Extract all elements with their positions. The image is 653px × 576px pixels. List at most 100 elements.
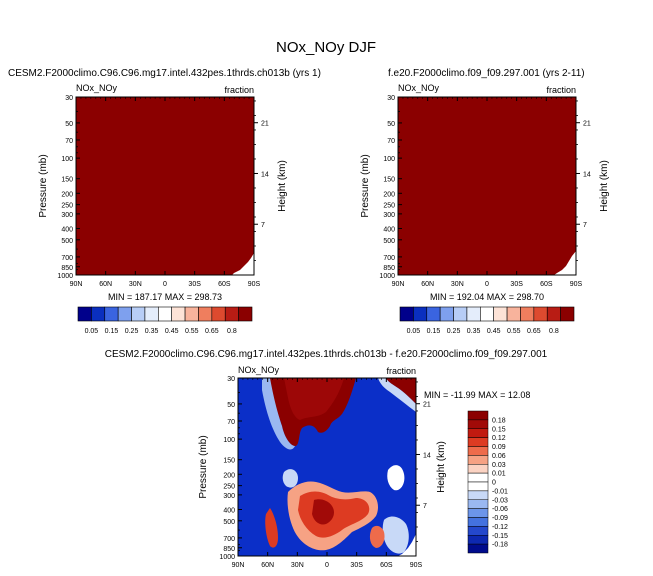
- panel-2-right-label: fraction: [546, 85, 576, 95]
- panel-3-stats: MIN = -11.99 MAX = 12.08: [424, 390, 530, 400]
- p1-xtick-label: 60S: [218, 281, 231, 288]
- diff-patch-sh-mid: [387, 465, 405, 491]
- p3-cbar-box: [467, 508, 489, 518]
- p1-ytick-label: 400: [61, 226, 73, 233]
- panel-1-stats: MIN = 187.17 MAX = 298.73: [108, 292, 222, 302]
- panel-3-colorbar: [467, 410, 489, 554]
- p1-cbar-box: [131, 306, 146, 322]
- p2-xtick-label: 90S: [570, 281, 583, 288]
- panel-1-right-label: fraction: [224, 85, 254, 95]
- panel-2-height-tick-labels: 21 14 7: [583, 121, 591, 230]
- p1-rtick-label: 14: [261, 171, 269, 178]
- p2-ytick-label: 250: [383, 203, 395, 210]
- p3-cbar-box: [467, 464, 489, 474]
- panel-2-field: [398, 97, 576, 275]
- p1-cbar-label: 0.55: [185, 328, 199, 335]
- p3-cbar-box: [467, 428, 489, 438]
- panel-2-ylabel: Pressure (mb): [360, 154, 371, 217]
- panel-3-left-label: NOx_NOy: [238, 365, 280, 375]
- panel-1: CESM2.F2000climo.C96.C96.mg17.intel.432p…: [8, 68, 321, 335]
- p2-ytick-label: 30: [387, 95, 395, 102]
- p2-cbar-label: 0.8: [549, 328, 559, 335]
- p3-cbar-box: [467, 410, 489, 421]
- panel-1-colorbar-labels: 0.05 0.15 0.25 0.35 0.45 0.55 0.65 0.8: [85, 328, 237, 335]
- p3-ytick-label: 100: [223, 437, 235, 444]
- p1-cbar-label: 0.35: [145, 328, 159, 335]
- p2-cbar-box: [546, 306, 561, 322]
- p2-ytick-label: 200: [383, 191, 395, 198]
- p1-ytick-label: 30: [65, 95, 73, 102]
- p3-cbar-box: [467, 499, 489, 509]
- p1-cbar-label: 0.65: [205, 328, 219, 335]
- p3-cbar-box: [467, 437, 489, 447]
- p2-xtick-label: 60S: [540, 281, 553, 288]
- p3-cbar-label: -0.12: [492, 524, 508, 531]
- p1-xtick-label: 90S: [248, 281, 261, 288]
- p2-ytick-label: 700: [383, 255, 395, 262]
- panel-2-stats: MIN = 192.04 MAX = 298.70: [430, 292, 544, 302]
- p3-cbar-label: -0.03: [492, 497, 508, 504]
- p3-xtick-label: 30S: [350, 562, 363, 569]
- panel-2-colorbar-labels: 0.05 0.15 0.25 0.35 0.45 0.55 0.65 0.8: [407, 328, 559, 335]
- p3-ytick-label: 250: [223, 484, 235, 491]
- panel-2-missing-corner: [554, 251, 576, 275]
- p2-cbar-label: 0.35: [467, 328, 481, 335]
- p1-ytick-label: 50: [65, 121, 73, 128]
- p1-cbar-box: [91, 306, 106, 322]
- p2-cbar-box: [453, 306, 468, 322]
- figure-title: NOx_NOy DJF: [276, 39, 376, 56]
- p2-ytick-label: 70: [387, 138, 395, 145]
- p2-xtick-label: 30N: [451, 281, 464, 288]
- p3-xtick-label: 0: [325, 562, 329, 569]
- panel-1-field: [76, 97, 254, 275]
- p2-rtick-label: 7: [583, 222, 587, 229]
- p3-cbar-box: [467, 446, 489, 456]
- p2-cbar-box: [506, 306, 521, 322]
- p1-ytick-label: 300: [61, 212, 73, 219]
- p1-cbar-box: [211, 306, 226, 322]
- p3-cbar-label: 0.01: [492, 471, 506, 478]
- p3-rtick-label: 21: [423, 402, 431, 409]
- p2-cbar-box: [560, 306, 575, 322]
- p3-xtick-label: 60S: [380, 562, 393, 569]
- panel-3-colorbar-labels: 0.18 0.15 0.12 0.09 0.06 0.03 0.01 0-0.01 -0.03 -…: [492, 417, 508, 548]
- panel-1-title: CESM2.F2000climo.C96.C96.mg17.intel.432p…: [8, 68, 321, 79]
- p1-cbar-label: 0.8: [227, 328, 237, 335]
- p1-xtick-label: 60N: [99, 281, 112, 288]
- p1-cbar-box: [238, 306, 253, 322]
- p3-ytick-label: 850: [223, 546, 235, 553]
- p3-cbar-label: -0.15: [492, 533, 508, 540]
- p1-ytick-label: 1000: [57, 273, 73, 280]
- p1-cbar-box: [77, 306, 92, 322]
- panel-1-colorbar: [77, 306, 253, 322]
- p2-cbar-label: 0.55: [507, 328, 521, 335]
- p3-ytick-label: 50: [227, 402, 235, 409]
- p2-cbar-box: [480, 306, 494, 322]
- panel-3-ylabel: Pressure (mb): [198, 435, 209, 498]
- p3-cbar-label: -0.09: [492, 515, 508, 522]
- p1-rtick-label: 7: [261, 222, 265, 229]
- panel-1-ylabel: Pressure (mb): [38, 154, 49, 217]
- p1-cbar-label: 0.15: [105, 328, 119, 335]
- p1-cbar-box: [117, 306, 132, 322]
- p2-cbar-box: [520, 306, 535, 322]
- diff-missing-corner: [398, 534, 416, 556]
- p3-xtick-label: 30N: [291, 562, 304, 569]
- p3-ytick-label: 300: [223, 493, 235, 500]
- p1-ytick-label: 250: [61, 203, 73, 210]
- p3-ytick-label: 200: [223, 472, 235, 479]
- panel-1-missing-corner: [232, 253, 254, 275]
- panel-3: CESM2.F2000climo.C96.C96.mg17.intel.432p…: [105, 349, 548, 569]
- p2-xtick-label: 60N: [421, 281, 434, 288]
- p1-cbar-label: 0.25: [125, 328, 139, 335]
- panel-2-colorbar: [399, 306, 575, 322]
- p3-cbar-label: 0.06: [492, 453, 506, 460]
- p1-ytick-label: 150: [61, 177, 73, 184]
- p2-ytick-label: 850: [383, 265, 395, 272]
- panel-3-height-tick-labels: 21 14 7: [423, 402, 431, 511]
- p3-ytick-label: 150: [223, 458, 235, 465]
- p3-cbar-box: [467, 455, 489, 465]
